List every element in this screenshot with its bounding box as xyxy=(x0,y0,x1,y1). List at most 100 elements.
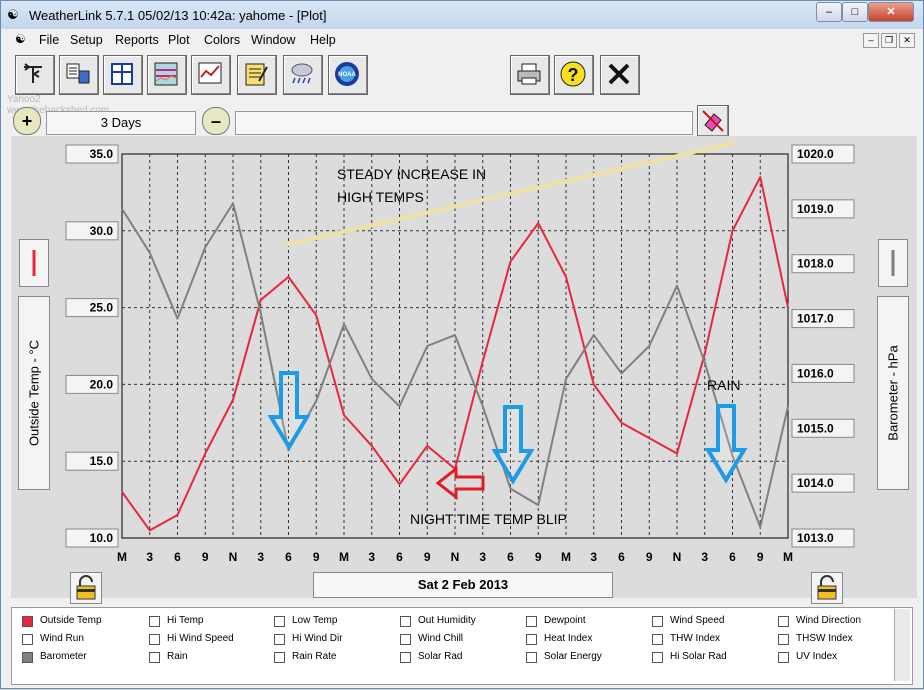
zoom-in-button[interactable]: + xyxy=(13,107,41,135)
right-axis-title-box: Barometer - hPa xyxy=(877,296,909,490)
close-plot-button[interactable] xyxy=(600,55,640,95)
baro-series-line xyxy=(121,202,789,529)
x-tick-label: 9 xyxy=(646,550,653,564)
date-label[interactable]: Sat 2 Feb 2013 xyxy=(313,572,613,598)
zoom-out-button[interactable]: – xyxy=(202,107,230,135)
right-tick-label: 1014.0 xyxy=(797,476,834,490)
x-tick-label: 3 xyxy=(479,550,486,564)
station-button[interactable] xyxy=(59,55,99,95)
left-tick-label: 30.0 xyxy=(90,224,114,238)
menu-window[interactable]: Window xyxy=(251,33,296,47)
lock-icon xyxy=(817,575,837,600)
baro-series-swatch[interactable] xyxy=(878,239,908,287)
legend-checkbox[interactable] xyxy=(274,616,285,627)
x-tick-label: M xyxy=(561,550,571,564)
annotation-steady-increase: STEADY INCREASE IN xyxy=(337,166,486,182)
right-tick-box xyxy=(791,309,855,329)
legend-checkbox[interactable] xyxy=(778,652,789,663)
time-range-field[interactable]: 3 Days xyxy=(46,111,196,135)
legend-item-label: Barometer xyxy=(40,651,87,662)
legend-checkbox[interactable] xyxy=(526,652,537,663)
legend-item-label: Outside Temp xyxy=(40,615,102,626)
help-button[interactable]: ? xyxy=(554,55,594,95)
minimize-button[interactable]: – xyxy=(816,2,842,22)
weather-vane-button[interactable] xyxy=(15,55,55,95)
strip-chart-icon xyxy=(154,62,178,86)
x-tick-label: 3 xyxy=(368,550,375,564)
noaa-button[interactable]: NOAA xyxy=(328,55,368,95)
legend-item-label: THW Index xyxy=(670,633,721,644)
left-lock-button[interactable] xyxy=(70,572,102,604)
menu-colors[interactable]: Colors xyxy=(204,33,241,47)
legend-checkbox[interactable] xyxy=(400,634,411,645)
annotation-high-temps: HIGH TEMPS xyxy=(337,189,424,205)
legend-checkbox[interactable] xyxy=(400,616,411,627)
legend-checkbox[interactable] xyxy=(274,634,285,645)
eraser-icon xyxy=(702,110,724,132)
menu-file[interactable]: File xyxy=(39,33,60,47)
menu-reports[interactable]: Reports xyxy=(115,33,159,47)
legend-item-label: Rain Rate xyxy=(292,651,337,662)
title-bar: ☯ WeatherLink 5.7.1 05/02/13 10:42a: yah… xyxy=(1,1,923,29)
legend-checkbox[interactable] xyxy=(22,652,33,663)
temp-series-swatch[interactable] xyxy=(19,239,49,287)
left-tick-box xyxy=(65,298,119,318)
strip-chart-button[interactable] xyxy=(147,55,187,95)
menu-setup[interactable]: Setup xyxy=(70,33,103,47)
legend-checkbox[interactable] xyxy=(149,616,160,627)
menu-plot[interactable]: Plot xyxy=(168,33,190,47)
legend-checkbox[interactable] xyxy=(652,616,663,627)
legend-checkbox[interactable] xyxy=(274,652,285,663)
right-tick-label: 1020.0 xyxy=(797,147,834,161)
legend-checkbox[interactable] xyxy=(526,634,537,645)
notepad-button[interactable] xyxy=(237,55,277,95)
temp-swatch-icon xyxy=(32,250,36,276)
close-button[interactable]: ✕ xyxy=(868,2,914,22)
right-tick-box xyxy=(791,473,855,493)
graph-button[interactable] xyxy=(191,55,231,95)
legend-checkbox[interactable] xyxy=(400,652,411,663)
legend-checkbox[interactable] xyxy=(526,616,537,627)
right-lock-button[interactable] xyxy=(811,572,843,604)
left-tick-box xyxy=(65,221,119,241)
watermark: Yahoo2 www.thebackshed.com xyxy=(7,94,109,116)
legend-checkbox[interactable] xyxy=(778,616,789,627)
watermark-line-2: www.thebackshed.com xyxy=(7,105,109,116)
legend-item-label: Heat Index xyxy=(544,633,593,644)
storm-button[interactable] xyxy=(283,55,323,95)
bulletin-button[interactable] xyxy=(103,55,143,95)
x-tick-label: M xyxy=(117,550,127,564)
trend-annotation-line xyxy=(284,141,735,247)
legend-checkbox[interactable] xyxy=(149,634,160,645)
legend-checkbox[interactable] xyxy=(22,634,33,645)
menu-help[interactable]: Help xyxy=(310,33,336,47)
x-tick-label: 3 xyxy=(257,550,264,564)
mdi-restore-button[interactable]: ❐ xyxy=(881,33,897,48)
watermark-line-1: Yahoo2 xyxy=(7,94,41,105)
legend-checkbox[interactable] xyxy=(652,652,663,663)
x-tick-label: N xyxy=(673,550,682,564)
legend-item-label: Rain xyxy=(167,651,188,662)
printer-icon xyxy=(517,63,541,85)
x-tick-label: 6 xyxy=(174,550,181,564)
x-tick-label: 9 xyxy=(757,550,764,564)
legend-checkbox[interactable] xyxy=(22,616,33,627)
legend-checkbox[interactable] xyxy=(652,634,663,645)
mdi-minimize-button[interactable]: – xyxy=(863,33,879,48)
time-scrollbar[interactable] xyxy=(235,111,693,135)
red-left-arrow xyxy=(435,465,485,501)
legend-item-label: Hi Wind Dir xyxy=(292,633,343,644)
legend-checkbox[interactable] xyxy=(149,652,160,663)
maximize-button[interactable]: □ xyxy=(842,2,868,22)
svg-text:NOAA: NOAA xyxy=(338,72,356,78)
print-button[interactable] xyxy=(510,55,550,95)
close-x-icon xyxy=(608,63,630,85)
x-tick-label: 6 xyxy=(285,550,292,564)
legend-item-label: Low Temp xyxy=(292,615,338,626)
station-icon xyxy=(66,63,90,84)
legend-scrollbar[interactable] xyxy=(894,609,910,681)
legend-item-label: Hi Solar Rad xyxy=(670,651,727,662)
mdi-close-button[interactable]: ✕ xyxy=(899,33,915,48)
legend-checkbox[interactable] xyxy=(778,634,789,645)
storm-icon xyxy=(291,63,313,84)
